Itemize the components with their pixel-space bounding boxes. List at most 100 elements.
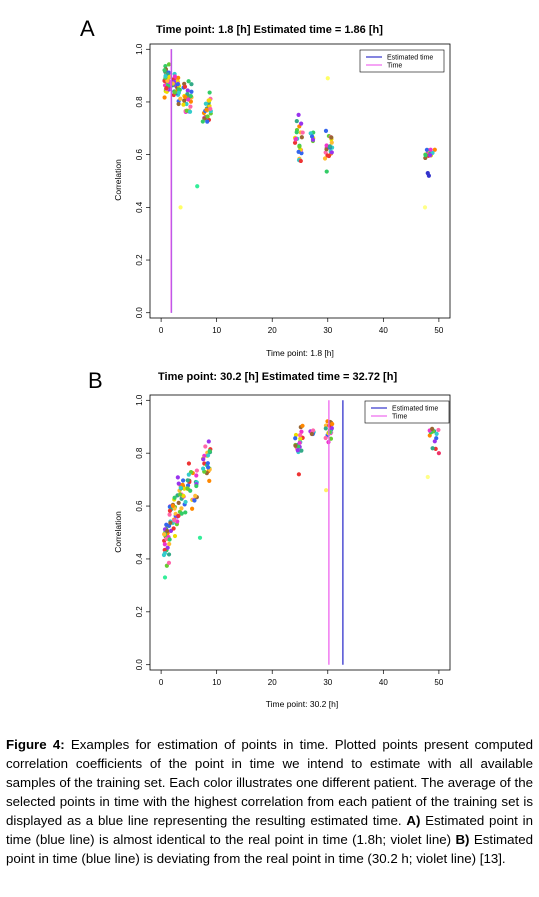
data-point-b [206,465,211,470]
data-point-a [293,136,298,141]
caption-b-label: B) [455,832,470,847]
legend-box-a [359,49,445,73]
data-point-b [194,473,199,478]
x-tick-label-b: 40 [379,678,388,687]
data-point-b [206,439,211,444]
data-point-a [186,79,191,84]
data-point-b [436,427,441,433]
data-point-b [162,551,167,556]
data-point-b [168,520,173,525]
data-point-b [176,500,181,505]
data-point-b [434,431,439,437]
data-point-a [300,130,305,135]
data-point-b [425,474,430,480]
legend-label-a: Time [387,63,402,70]
data-point-a [428,147,433,152]
data-point-a [428,153,433,158]
data-point-a [178,205,183,210]
data-point-b [299,448,304,453]
data-point-a [292,140,298,145]
data-point-b [192,498,197,503]
data-point-a [322,156,328,161]
data-point-a [176,75,181,80]
data-point-b [328,436,334,441]
caption-text-2: Estimated point in time (blue line) is a… [6,813,534,847]
data-point-b [172,518,177,523]
data-point-a [204,107,209,112]
chart-panel-a: A Time point: 1.8 [h] Estimated time = 1… [80,16,451,358]
panel-letter-b: B [88,368,103,393]
data-point-b [298,436,303,441]
data-point-b [180,482,185,487]
data-point-a [163,63,168,69]
data-point-b [311,428,316,433]
data-point-a [208,106,213,112]
data-point-b [185,486,190,491]
data-point-a [207,98,212,103]
data-point-b [162,542,167,547]
data-point-a [165,78,170,83]
chart-title-b: Time point: 30.2 [h] Estimated time = 32… [158,371,397,383]
y-tick-label-a: 1.0 [135,43,144,55]
data-point-a [294,130,299,135]
data-point-b [205,453,211,458]
data-point-a [203,101,208,106]
data-point-a [297,144,302,149]
data-point-b [293,432,299,438]
y-tick-label-b: 0.6 [135,500,144,512]
y-tick-label-a: 0.2 [135,254,144,266]
data-point-b [186,472,191,477]
data-point-b [207,478,212,483]
data-point-a [308,131,313,136]
data-point-a [327,144,333,149]
y-tick-label-a: 0.8 [135,96,144,108]
data-point-a [329,140,334,145]
data-point-a [205,119,210,124]
data-point-a [426,173,431,178]
data-point-b [201,466,206,471]
data-point-b [167,508,173,513]
data-point-b [201,457,206,462]
x-tick-label-b: 0 [159,678,164,687]
data-point-a [309,134,315,139]
data-point-a [424,147,430,152]
data-point-b [323,435,328,441]
data-point-a [176,87,181,92]
data-point-a [200,119,205,124]
data-point-a [324,169,329,174]
data-point-b [297,440,302,446]
caption-text-1: Examples for estimation of points in tim… [6,737,534,828]
data-point-a [299,121,304,126]
data-point-a [176,90,181,95]
data-point-a [188,93,193,99]
y-tick-label-b: 0.8 [135,447,144,459]
data-point-b [170,503,175,508]
data-point-b [176,481,181,486]
data-point-b [178,485,183,490]
data-point-b [190,506,195,511]
data-point-a [296,149,301,154]
legend-label-b: Estimated time [392,406,438,413]
data-point-b [165,528,170,534]
data-point-b [296,472,301,477]
data-point-b [205,461,210,466]
data-point-a [299,135,304,140]
data-point-b [207,449,212,454]
data-point-b [203,444,208,449]
x-tick-label-b: 20 [268,678,277,687]
legend-box-b [364,400,450,424]
data-point-b [293,443,298,448]
data-point-b [167,512,172,517]
data-point-b [179,506,184,511]
data-point-b [183,499,188,505]
data-point-b [295,448,300,453]
data-point-b [162,547,167,553]
x-axis-label-a: Time point: 1.8 [h] [266,348,334,358]
x-tick-label-a: 30 [323,326,332,335]
x-tick-label-a: 10 [212,326,221,335]
data-point-b [180,478,186,483]
data-point-b [176,513,181,518]
data-point-b [197,535,203,540]
